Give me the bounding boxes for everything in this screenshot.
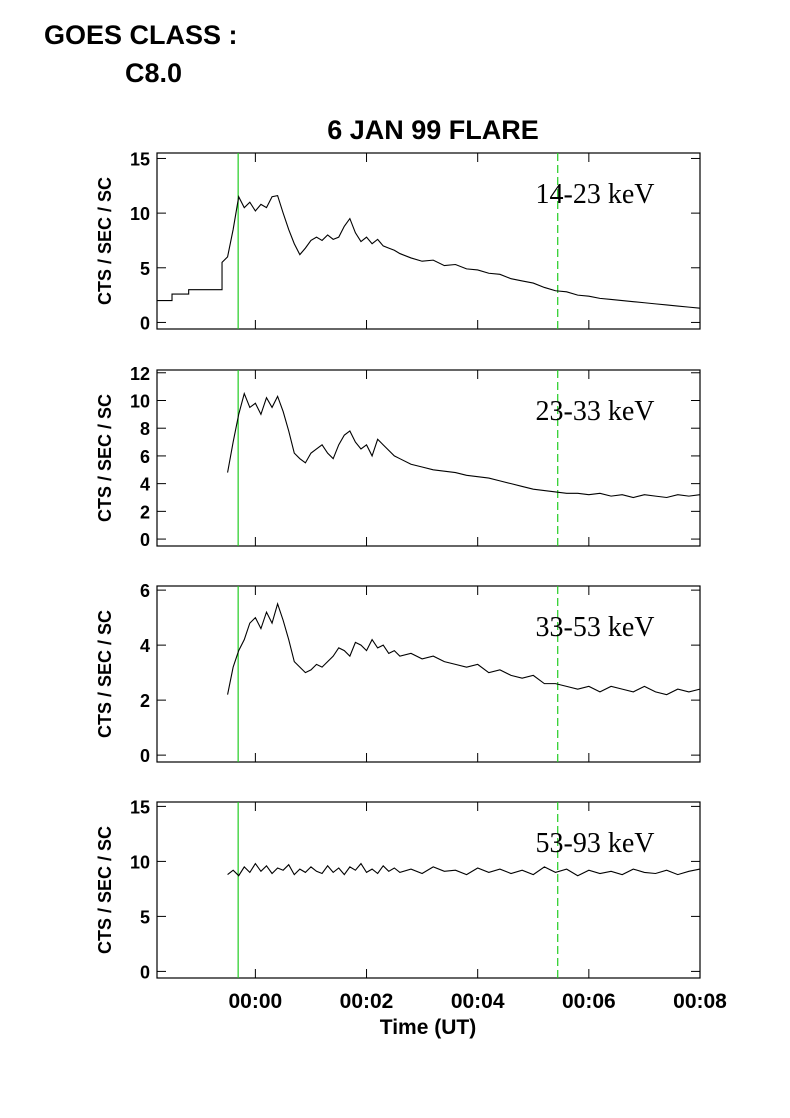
energy-label: 14-23 keV	[536, 179, 655, 210]
y-tick-label: 15	[130, 797, 150, 817]
x-tick-label: 00:02	[340, 990, 394, 1013]
y-tick-label: 0	[140, 746, 150, 766]
y-tick-label: 10	[130, 852, 150, 872]
y-tick-label: 12	[130, 364, 150, 384]
y-tick-label: 15	[130, 149, 150, 169]
energy-label: 33-53 keV	[536, 612, 655, 643]
y-tick-label: 4	[140, 636, 150, 656]
y-axis-label: CTS / SEC / SC	[95, 394, 115, 522]
y-axis-label: CTS / SEC / SC	[95, 177, 115, 305]
y-tick-label: 4	[140, 475, 150, 495]
x-tick-label: 00:06	[562, 990, 616, 1013]
x-tick-label: 00:08	[673, 990, 727, 1013]
plot-frame	[156, 585, 701, 763]
y-tick-label: 6	[140, 447, 150, 467]
x-tick-label: 00:04	[451, 990, 505, 1013]
x-tick-label: 00:00	[229, 990, 283, 1013]
y-tick-label: 2	[140, 502, 150, 522]
y-tick-label: 10	[130, 204, 150, 224]
y-tick-label: 10	[130, 391, 150, 411]
data-line	[157, 194, 701, 309]
y-tick-label: 0	[140, 962, 150, 982]
chart-title: 6 JAN 99 FLARE	[327, 115, 539, 145]
y-tick-label: 0	[140, 530, 150, 550]
plot-frame	[156, 369, 701, 547]
y-axis-label: CTS / SEC / SC	[95, 826, 115, 954]
data-line	[227, 391, 701, 499]
y-tick-label: 5	[140, 907, 150, 927]
y-tick-label: 8	[140, 419, 150, 439]
goes-class: C8.0	[125, 58, 182, 88]
y-tick-label: 6	[140, 581, 150, 601]
y-tick-label: 0	[140, 313, 150, 333]
x-axis-label: Time (UT)	[380, 1016, 476, 1039]
energy-label: 53-93 keV	[536, 828, 655, 859]
energy-label: 23-33 keV	[536, 396, 655, 427]
y-axis-label: CTS / SEC / SC	[95, 610, 115, 738]
plot-frame	[156, 801, 701, 979]
data-line	[227, 862, 701, 877]
plot-frame	[156, 152, 701, 330]
y-tick-label: 2	[140, 691, 150, 711]
goes-label: GOES CLASS :	[44, 20, 238, 50]
data-line	[227, 602, 701, 696]
y-tick-label: 5	[140, 259, 150, 279]
